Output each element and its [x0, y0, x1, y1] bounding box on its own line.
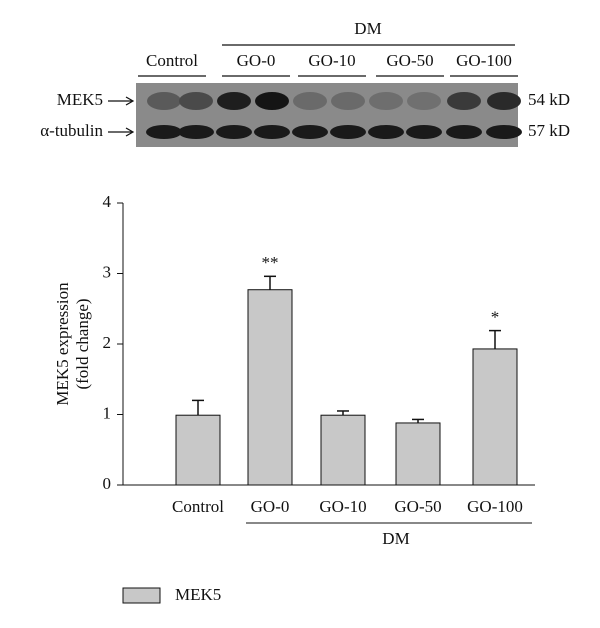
- band: [254, 125, 290, 139]
- band: [446, 125, 482, 139]
- band: [486, 125, 522, 139]
- band: [369, 92, 403, 110]
- row-arrow: [108, 96, 135, 106]
- x-tick-label: GO-10: [319, 497, 366, 516]
- x-tick-label: GO-0: [251, 497, 290, 516]
- y-tick-label: 3: [103, 262, 112, 281]
- band: [147, 92, 181, 110]
- significance-mark: *: [491, 308, 500, 327]
- size-label: 54 kD: [528, 90, 570, 109]
- band: [293, 92, 327, 110]
- x-tick-label: GO-100: [467, 497, 523, 516]
- bar: [395, 422, 441, 486]
- y-tick-label: 1: [103, 403, 112, 422]
- significance-mark: **: [262, 253, 279, 272]
- blot-bands: [146, 92, 522, 139]
- row-label: MEK5: [57, 90, 103, 109]
- band: [406, 125, 442, 139]
- row-arrow: [108, 127, 135, 137]
- legend-swatch: [122, 587, 161, 604]
- group-label: DM: [354, 19, 381, 38]
- lane-label: GO-0: [237, 51, 276, 70]
- band: [179, 92, 213, 110]
- legend-label: MEK5: [175, 585, 221, 604]
- band: [487, 92, 521, 110]
- band: [368, 125, 404, 139]
- y-axis-label: (fold change): [73, 298, 92, 389]
- band: [407, 92, 441, 110]
- bar: [320, 414, 366, 486]
- bar: [247, 289, 293, 486]
- y-tick-label: 0: [103, 474, 112, 493]
- lane-label: GO-50: [386, 51, 433, 70]
- band: [217, 92, 251, 110]
- band: [216, 125, 252, 139]
- row-label: α-tubulin: [40, 121, 103, 140]
- lane-label: Control: [146, 51, 198, 70]
- lane-label: GO-10: [308, 51, 355, 70]
- y-axis-label: MEK5 expression: [53, 282, 72, 406]
- y-tick-label: 4: [103, 192, 112, 211]
- band: [178, 125, 214, 139]
- group-label: DM: [382, 529, 409, 548]
- x-tick-label: Control: [172, 497, 224, 516]
- bar: [175, 414, 221, 486]
- y-tick-label: 2: [103, 333, 112, 352]
- x-tick-label: GO-50: [394, 497, 441, 516]
- size-label: 57 kD: [528, 121, 570, 140]
- band: [447, 92, 481, 110]
- lane-label: GO-100: [456, 51, 512, 70]
- band: [330, 125, 366, 139]
- band: [292, 125, 328, 139]
- band: [146, 125, 182, 139]
- band: [331, 92, 365, 110]
- bar: [472, 348, 518, 486]
- band: [255, 92, 289, 110]
